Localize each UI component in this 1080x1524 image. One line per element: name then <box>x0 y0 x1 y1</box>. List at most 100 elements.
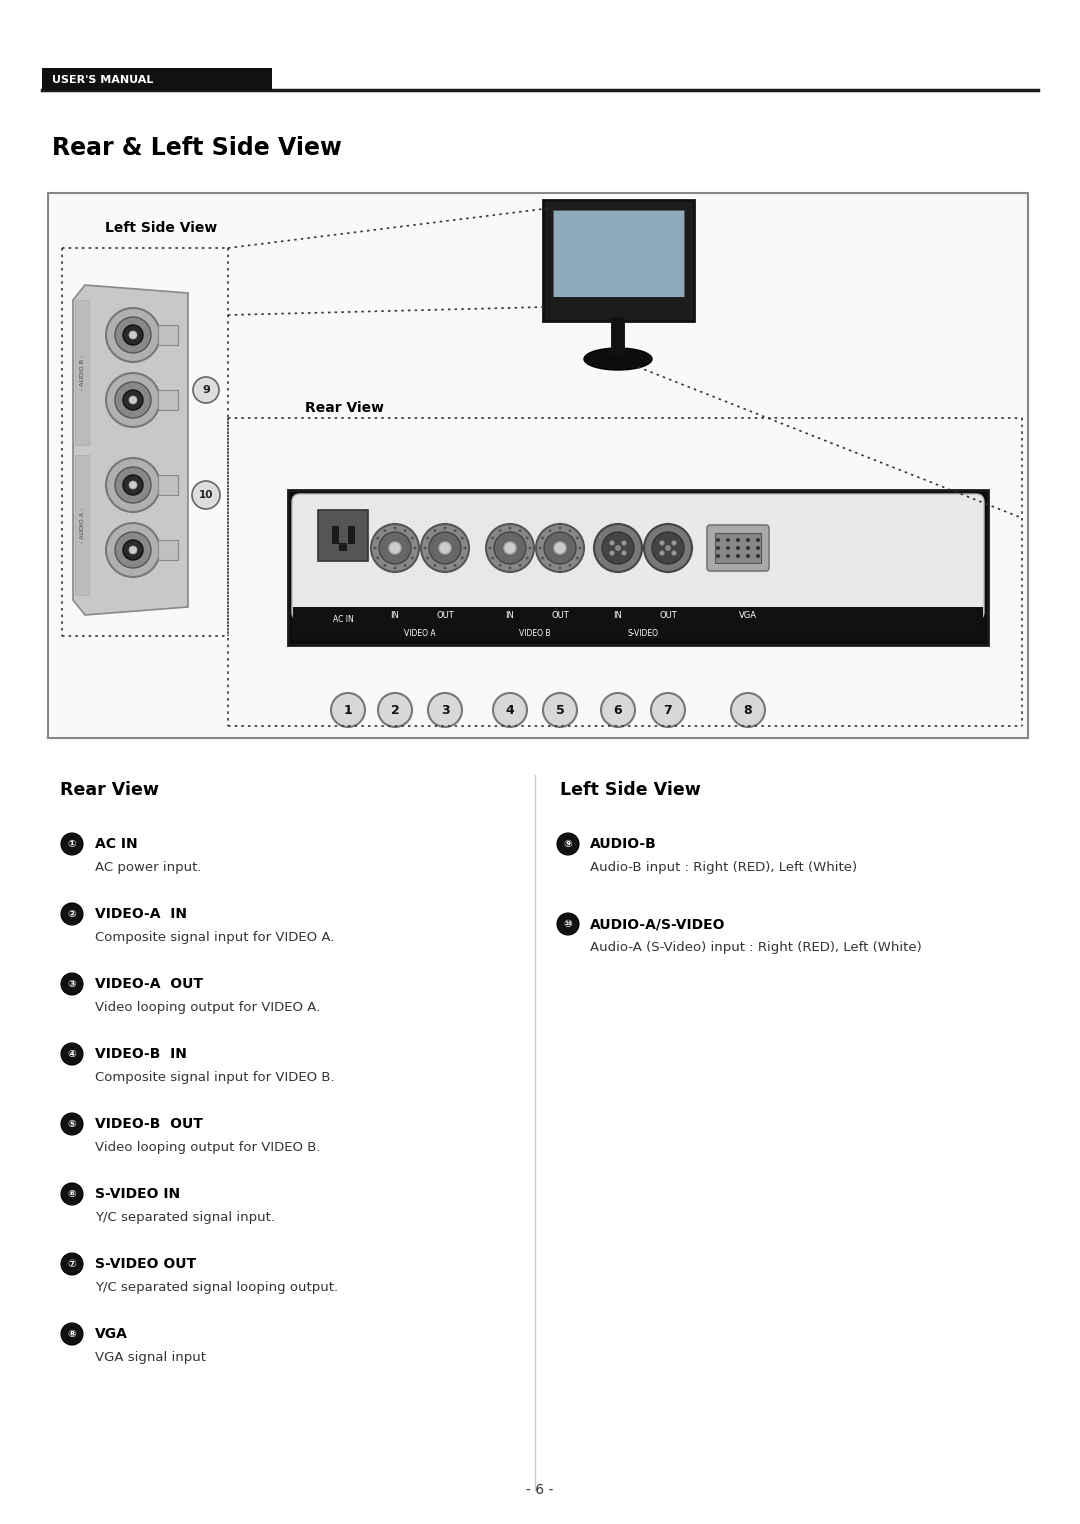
Circle shape <box>114 466 151 503</box>
Circle shape <box>193 376 219 402</box>
FancyBboxPatch shape <box>553 210 684 299</box>
Circle shape <box>376 536 379 539</box>
Circle shape <box>536 524 584 572</box>
Text: ①: ① <box>68 840 77 849</box>
Circle shape <box>600 693 635 727</box>
Circle shape <box>428 693 462 727</box>
Text: VIDEO-A  OUT: VIDEO-A OUT <box>95 977 203 991</box>
Circle shape <box>372 524 419 572</box>
FancyBboxPatch shape <box>339 543 347 552</box>
Circle shape <box>579 547 581 550</box>
Circle shape <box>106 459 160 512</box>
FancyBboxPatch shape <box>332 526 339 544</box>
Text: 7: 7 <box>663 704 673 716</box>
FancyBboxPatch shape <box>715 533 761 562</box>
FancyBboxPatch shape <box>42 69 272 90</box>
Circle shape <box>404 529 406 532</box>
Circle shape <box>568 529 571 532</box>
Circle shape <box>557 834 579 855</box>
Text: VIDEO A: VIDEO A <box>404 628 436 637</box>
Circle shape <box>621 550 626 556</box>
Circle shape <box>129 331 137 338</box>
Text: ④: ④ <box>68 1049 77 1059</box>
Text: - AUDIO A -: - AUDIO A - <box>80 507 84 543</box>
Circle shape <box>444 526 446 529</box>
Circle shape <box>491 556 495 559</box>
Circle shape <box>746 546 750 550</box>
Text: ③: ③ <box>68 978 77 989</box>
Circle shape <box>660 541 664 546</box>
Text: OUT: OUT <box>436 611 454 619</box>
Text: Video looping output for VIDEO B.: Video looping output for VIDEO B. <box>95 1140 321 1154</box>
Circle shape <box>518 564 522 567</box>
Text: ⑦: ⑦ <box>68 1259 77 1269</box>
Circle shape <box>378 693 411 727</box>
Circle shape <box>383 564 387 567</box>
Circle shape <box>488 547 491 550</box>
Ellipse shape <box>584 347 652 370</box>
Circle shape <box>665 546 671 552</box>
Text: Composite signal input for VIDEO B.: Composite signal input for VIDEO B. <box>95 1070 335 1084</box>
Circle shape <box>374 547 377 550</box>
Circle shape <box>433 529 436 532</box>
Text: Audio-A (S-Video) input : Right (RED), Left (White): Audio-A (S-Video) input : Right (RED), L… <box>590 940 921 954</box>
Circle shape <box>494 532 526 564</box>
Circle shape <box>746 555 750 558</box>
Text: 10: 10 <box>199 491 213 500</box>
FancyBboxPatch shape <box>158 390 178 410</box>
Text: 8: 8 <box>744 704 753 716</box>
Circle shape <box>123 475 143 495</box>
FancyBboxPatch shape <box>75 456 89 594</box>
Text: Audio-B input : Right (RED), Left (White): Audio-B input : Right (RED), Left (White… <box>590 861 858 873</box>
Circle shape <box>106 373 160 427</box>
Text: ⑧: ⑧ <box>68 1329 77 1340</box>
Text: Y/C separated signal looping output.: Y/C separated signal looping output. <box>95 1280 338 1294</box>
Circle shape <box>461 536 463 539</box>
Text: ⑨: ⑨ <box>564 840 572 849</box>
FancyBboxPatch shape <box>543 200 694 322</box>
Circle shape <box>644 524 692 572</box>
Circle shape <box>129 546 137 555</box>
Circle shape <box>454 564 457 567</box>
Circle shape <box>376 556 379 559</box>
Text: VGA: VGA <box>739 611 757 619</box>
Circle shape <box>726 555 730 558</box>
Circle shape <box>756 546 760 550</box>
Circle shape <box>60 834 83 855</box>
Circle shape <box>438 543 451 555</box>
Circle shape <box>461 556 463 559</box>
Circle shape <box>123 390 143 410</box>
Text: 5: 5 <box>555 704 565 716</box>
Polygon shape <box>73 285 188 616</box>
Text: VIDEO-B  IN: VIDEO-B IN <box>95 1047 187 1061</box>
Circle shape <box>509 526 512 529</box>
Circle shape <box>192 482 220 509</box>
Text: VGA signal input: VGA signal input <box>95 1350 206 1364</box>
Circle shape <box>735 555 740 558</box>
Circle shape <box>410 536 414 539</box>
Circle shape <box>60 904 83 925</box>
Circle shape <box>60 1253 83 1276</box>
Circle shape <box>123 539 143 559</box>
Text: Rear View: Rear View <box>305 401 384 415</box>
Circle shape <box>393 567 396 570</box>
Circle shape <box>429 532 461 564</box>
Text: VIDEO-B  OUT: VIDEO-B OUT <box>95 1117 203 1131</box>
Circle shape <box>576 556 579 559</box>
Circle shape <box>660 550 664 556</box>
Text: S-VIDEO OUT: S-VIDEO OUT <box>95 1257 197 1271</box>
Text: - 6 -: - 6 - <box>526 1483 554 1497</box>
Circle shape <box>114 317 151 354</box>
Text: IN: IN <box>391 611 400 619</box>
Circle shape <box>60 1113 83 1135</box>
FancyBboxPatch shape <box>158 539 178 559</box>
Circle shape <box>543 693 577 727</box>
Circle shape <box>652 532 684 564</box>
Circle shape <box>454 529 457 532</box>
Text: VIDEO B: VIDEO B <box>519 628 551 637</box>
Text: 4: 4 <box>505 704 514 716</box>
Text: ⑥: ⑥ <box>68 1189 77 1199</box>
Circle shape <box>549 529 552 532</box>
Text: IN: IN <box>613 611 622 619</box>
Text: OUT: OUT <box>551 611 569 619</box>
